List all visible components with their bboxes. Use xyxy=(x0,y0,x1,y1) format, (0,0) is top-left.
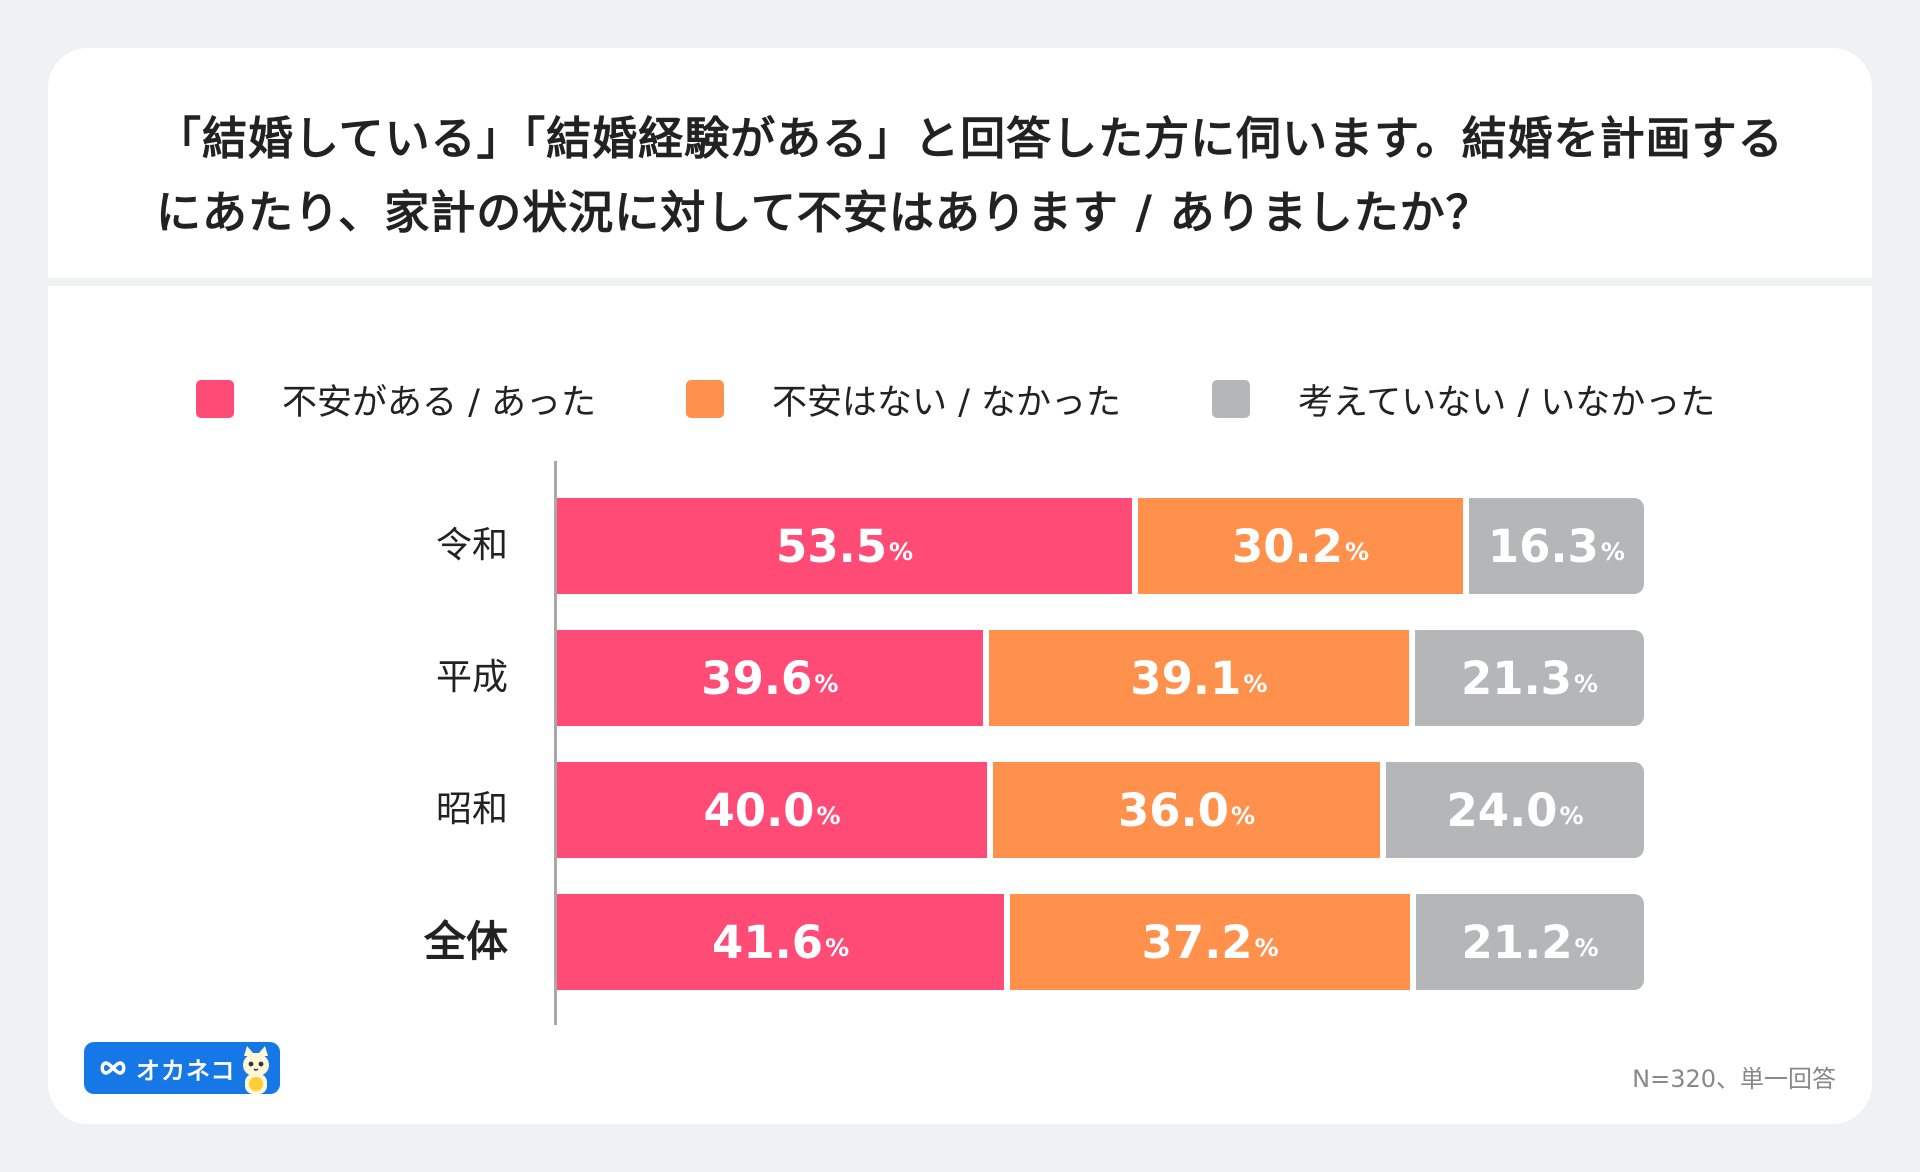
legend-label-anxious: 不安がある / あった xyxy=(282,382,597,423)
data-label-unit: % xyxy=(1600,538,1625,566)
chart-title: 「結婚している」「結婚経験がある」と回答した方に伺います。結婚を計画するにあたり… xyxy=(156,112,1784,239)
bar-segment: 21.2% xyxy=(1416,894,1644,990)
category-label: 昭和 xyxy=(308,762,508,858)
infinity-icon xyxy=(100,1061,126,1075)
category-axis-line xyxy=(554,461,557,1025)
cat-mascot-icon xyxy=(243,1046,269,1094)
data-label: 21.2 xyxy=(1461,915,1573,969)
bar-segment: 16.3% xyxy=(1468,498,1644,594)
bar-segment: 37.2% xyxy=(1010,894,1411,990)
sample-size-note: N=320、単一回答 xyxy=(1632,1065,1836,1093)
data-label-unit: % xyxy=(1254,934,1279,962)
data-label-unit: % xyxy=(1559,802,1584,830)
category-label-text: 昭和 xyxy=(435,789,508,830)
category-label: 全体 xyxy=(308,894,513,990)
header-divider xyxy=(48,278,1872,286)
category-label-text: 平成 xyxy=(435,657,508,698)
data-label-unit: % xyxy=(1230,802,1256,830)
data-label: 53.5 xyxy=(776,519,888,573)
data-label-unit: % xyxy=(1243,670,1268,698)
legend-item-anxious: 不安がある / あった xyxy=(196,374,596,424)
category-label-text: 令和 xyxy=(435,525,508,566)
legend: 不安がある / あった 不安はない / なかった 考えていない / いなかった xyxy=(48,374,1872,424)
bar-segment: 40.0% xyxy=(557,762,987,858)
bar-segment: 24.0% xyxy=(1386,762,1644,858)
data-label-unit: % xyxy=(814,670,839,698)
data-label: 37.2 xyxy=(1141,915,1253,969)
bar-segment: 39.1% xyxy=(988,630,1409,726)
category-label: 平成 xyxy=(308,630,508,726)
data-label: 40.0 xyxy=(703,783,815,837)
okaneko-logo: オカネコ xyxy=(84,1042,280,1094)
data-label: 39.6 xyxy=(701,651,813,705)
data-label: 30.2 xyxy=(1231,519,1343,573)
bar-segment: 36.0% xyxy=(993,762,1380,858)
data-label-unit: % xyxy=(1573,670,1599,698)
data-label: 21.3 xyxy=(1460,651,1572,705)
legend-swatch-anxious xyxy=(196,380,234,418)
legend-item-not-considered: 考えていない / いなかった xyxy=(1212,374,1715,424)
bar-segment: 21.3% xyxy=(1415,630,1644,726)
data-label-unit: % xyxy=(889,538,914,566)
data-label-unit: % xyxy=(825,934,850,962)
logo-text: オカネコ xyxy=(136,1056,236,1085)
category-label: 令和 xyxy=(308,498,508,594)
bar-segment: 39.6% xyxy=(557,630,983,726)
legend-swatch-not-considered xyxy=(1212,380,1250,418)
category-label-text: 全体 xyxy=(419,894,513,990)
legend-item-not-anxious: 不安はない / なかった xyxy=(686,374,1121,424)
data-label-unit: % xyxy=(1574,934,1599,962)
legend-label-not-anxious: 不安はない / なかった xyxy=(772,382,1122,423)
legend-label-not-considered: 考えていない / いなかった xyxy=(1298,382,1716,423)
bar-segment: 30.2% xyxy=(1138,498,1463,594)
data-label: 16.3 xyxy=(1487,519,1599,573)
data-label: 39.1 xyxy=(1130,651,1242,705)
data-label: 24.0 xyxy=(1446,783,1558,837)
bar-segment: 41.6% xyxy=(557,894,1005,990)
data-label-unit: % xyxy=(816,802,841,830)
data-label: 36.0 xyxy=(1117,783,1229,837)
legend-swatch-not-anxious xyxy=(686,380,724,418)
data-label: 41.6 xyxy=(712,915,824,969)
data-label-unit: % xyxy=(1344,538,1369,566)
chart-card: 「結婚している」「結婚経験がある」と回答した方に伺います。結婚を計画するにあたり… xyxy=(48,48,1872,1124)
bar-segment: 53.5% xyxy=(557,498,1133,594)
